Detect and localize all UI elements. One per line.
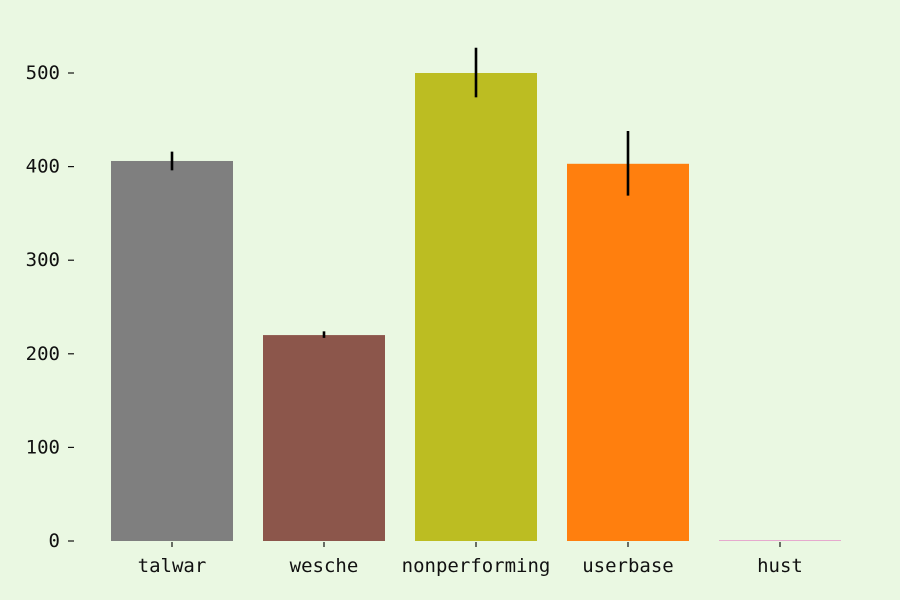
- bar-userbase: [567, 163, 689, 542]
- y-tick-label: 200: [26, 343, 60, 365]
- bar-talwar: [111, 160, 233, 541]
- bars: [111, 73, 841, 542]
- x-tick-label-hust: hust: [757, 555, 803, 577]
- x-tick-label-userbase: userbase: [582, 555, 674, 577]
- error-bars: [170, 47, 630, 338]
- x-tick-label-nonperforming: nonperforming: [402, 555, 551, 577]
- x-tick-label-talwar: talwar: [138, 555, 207, 577]
- bar-hust: [719, 540, 841, 541]
- x-tick-label-wesche: wesche: [290, 555, 359, 577]
- y-tick-label: 0: [49, 530, 60, 552]
- y-tick-label: 400: [26, 156, 60, 178]
- y-tick-label: 100: [26, 436, 60, 458]
- y-tick-label: 500: [26, 62, 60, 84]
- bar-nonperforming: [415, 73, 537, 541]
- bar-wesche: [263, 335, 385, 541]
- x-axis: talwar wesche nonperforming userbase hust: [138, 542, 803, 577]
- y-tick-label: 300: [26, 249, 60, 271]
- y-axis: 0 100 200 300 400 500: [26, 62, 74, 552]
